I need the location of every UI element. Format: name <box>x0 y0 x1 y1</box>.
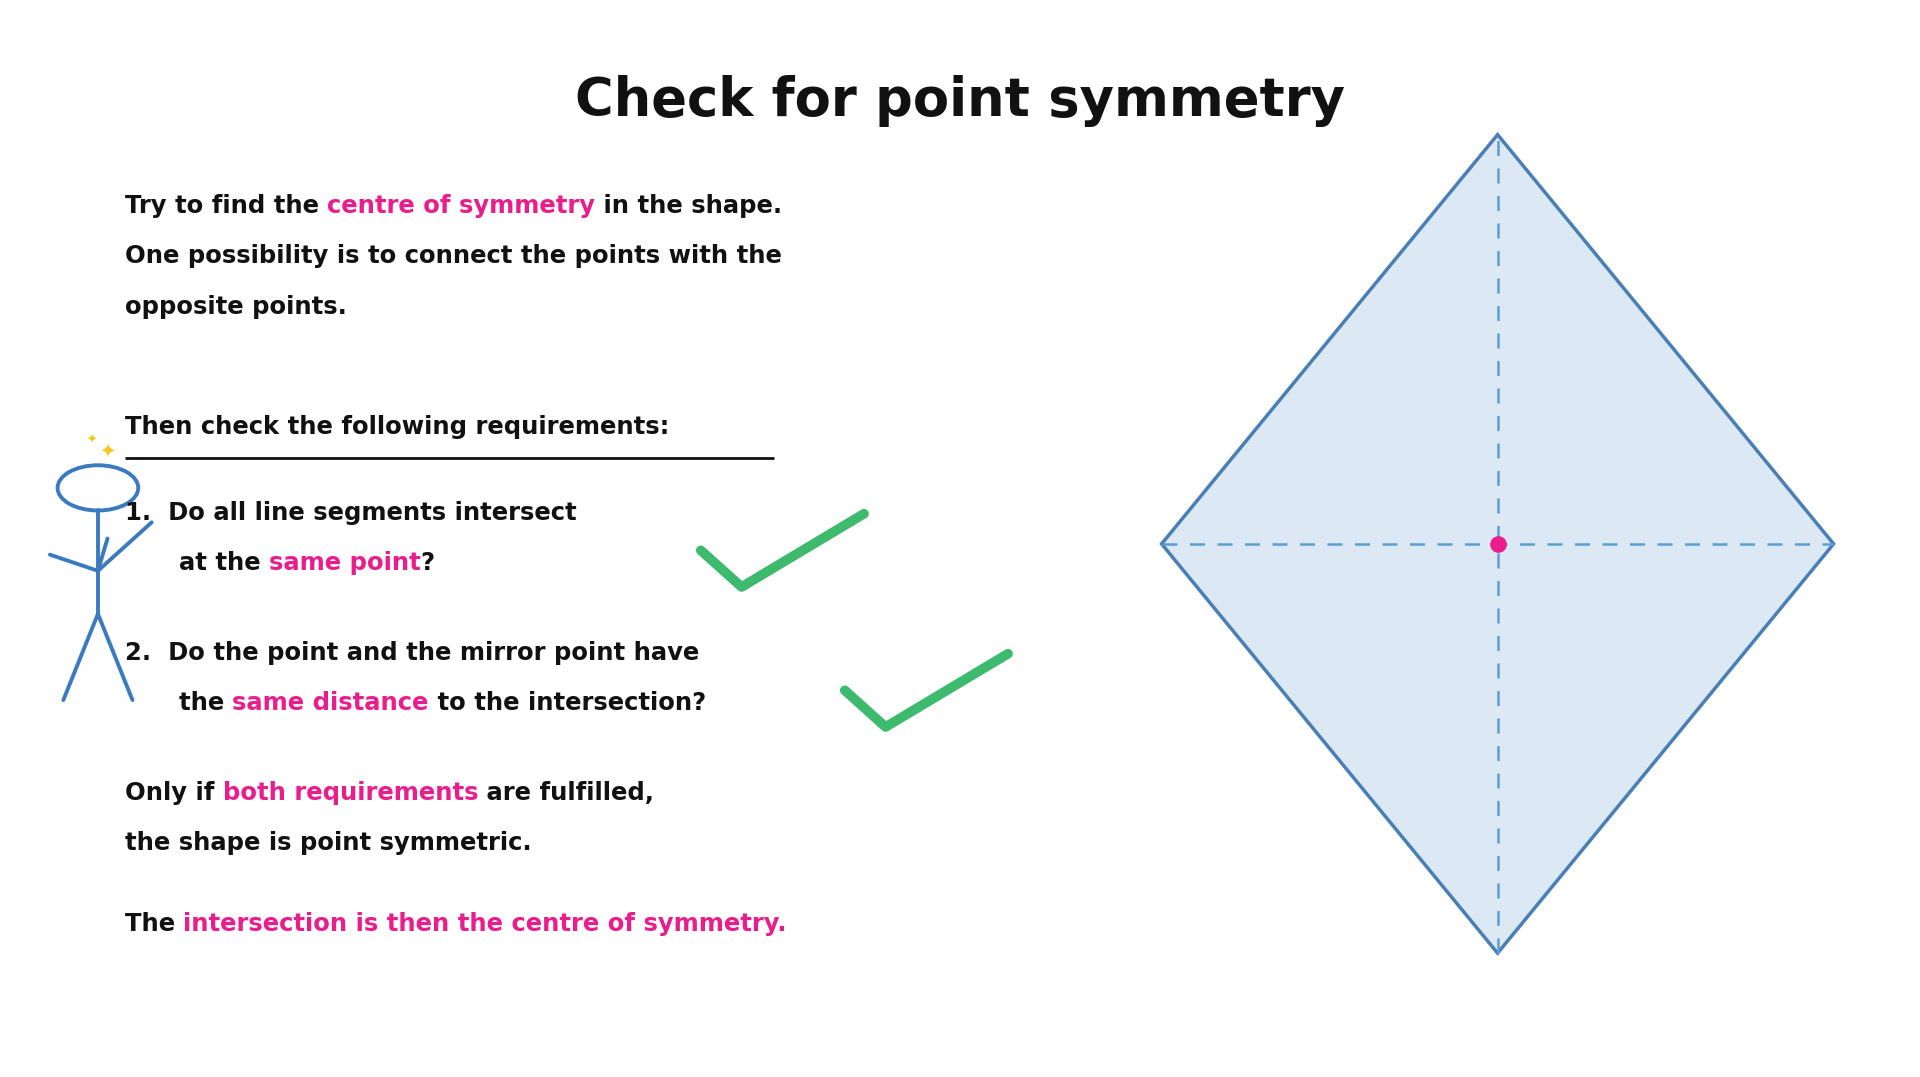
Text: Try to find the: Try to find the <box>125 194 326 218</box>
Text: centre of symmetry: centre of symmetry <box>326 194 595 218</box>
Text: the: the <box>179 691 232 715</box>
Text: ?: ? <box>420 551 434 575</box>
Text: to the intersection?: to the intersection? <box>428 691 707 715</box>
Text: at the: at the <box>179 551 269 575</box>
Text: The: The <box>125 912 184 936</box>
Text: Only if: Only if <box>125 781 223 805</box>
Text: One possibility is to connect the points with the: One possibility is to connect the points… <box>125 244 781 268</box>
Text: same point: same point <box>269 551 420 575</box>
Text: intersection is then the centre of symmetry.: intersection is then the centre of symme… <box>184 912 787 936</box>
Text: 1.  Do all line segments intersect: 1. Do all line segments intersect <box>125 501 576 524</box>
Text: the shape is point symmetric.: the shape is point symmetric. <box>125 831 532 855</box>
Text: ✦: ✦ <box>86 434 98 447</box>
Text: Then check the following requirements:: Then check the following requirements: <box>125 415 670 438</box>
Text: both requirements: both requirements <box>223 781 478 805</box>
Text: ✦: ✦ <box>100 440 115 460</box>
Text: are fulfilled,: are fulfilled, <box>478 781 655 805</box>
Text: Check for point symmetry: Check for point symmetry <box>574 75 1346 127</box>
Text: same distance: same distance <box>232 691 428 715</box>
Text: opposite points.: opposite points. <box>125 295 348 319</box>
Text: 2.  Do the point and the mirror point have: 2. Do the point and the mirror point hav… <box>125 641 699 665</box>
Text: in the shape.: in the shape. <box>595 194 783 218</box>
Polygon shape <box>1162 135 1834 953</box>
